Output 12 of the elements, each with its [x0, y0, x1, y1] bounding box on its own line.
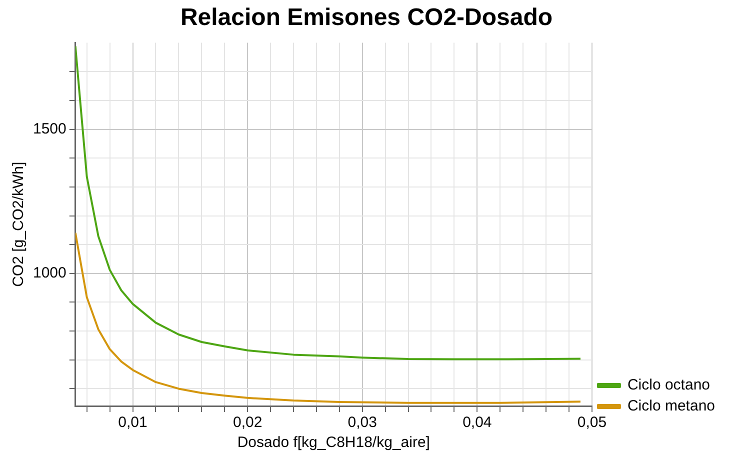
x-axis-title: Dosado f[kg_C8H18/kg_aire] [237, 434, 430, 452]
chart-title: Relacion Emisones CO2-Dosado [180, 4, 553, 32]
legend-label: Ciclo octano [627, 376, 710, 394]
x-tick-label: 0,04 [462, 414, 492, 432]
y-axis-title: CO2 [g_CO2/kWh] [10, 162, 28, 287]
x-tick-label: 0,05 [577, 414, 607, 432]
legend-label: Ciclo metano [627, 398, 716, 415]
y-tick-label: 1000 [32, 264, 66, 282]
x-tick-label: 0,01 [118, 414, 148, 432]
x-tick-label: 0,02 [232, 414, 262, 432]
y-tick-label: 1500 [32, 120, 66, 138]
x-tick-label: 0,03 [348, 414, 377, 432]
